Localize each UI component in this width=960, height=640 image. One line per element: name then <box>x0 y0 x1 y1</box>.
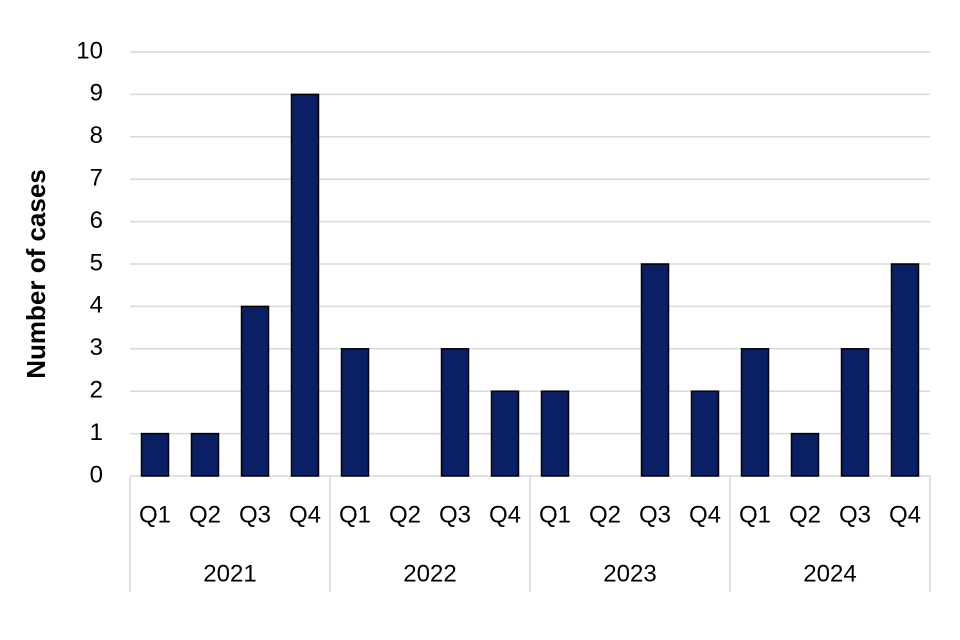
y-tick-label: 4 <box>90 292 103 319</box>
x-tick-label: Q3 <box>639 501 671 528</box>
x-tick-label: Q3 <box>839 501 871 528</box>
bar <box>440 348 470 477</box>
bar <box>140 432 170 477</box>
y-tick-label: 1 <box>90 419 103 446</box>
bar <box>740 348 770 477</box>
y-tick-label: 10 <box>76 37 103 64</box>
x-tick-label: Q1 <box>539 501 571 528</box>
x-tick-label: Q2 <box>189 501 221 528</box>
bar <box>340 348 370 477</box>
x-tick-label: Q2 <box>589 501 621 528</box>
x-tick-label: Q2 <box>789 501 821 528</box>
y-tick-label: 7 <box>90 165 103 192</box>
bar <box>890 263 920 477</box>
bar <box>690 390 720 477</box>
y-tick-label: 9 <box>90 80 103 107</box>
y-tick-label: 3 <box>90 334 103 361</box>
bar <box>190 432 220 477</box>
x-tick-label: Q4 <box>689 501 721 528</box>
y-axis-title: Number of cases <box>21 169 51 379</box>
bar <box>540 390 570 477</box>
bar <box>640 263 670 477</box>
x-tick-label: Q4 <box>889 501 921 528</box>
x-tick-label: Q1 <box>139 501 171 528</box>
y-tick-label: 5 <box>90 249 103 276</box>
x-tick-label: Q3 <box>239 501 271 528</box>
group-label: 2024 <box>803 560 856 587</box>
bar <box>490 390 520 477</box>
x-tick-label: Q1 <box>339 501 371 528</box>
bar <box>790 432 820 477</box>
x-tick-label: Q3 <box>439 501 471 528</box>
bar <box>840 348 870 477</box>
x-tick-label: Q4 <box>489 501 521 528</box>
y-tick-label: 8 <box>90 122 103 149</box>
y-tick-label: 6 <box>90 207 103 234</box>
x-tick-label: Q1 <box>739 501 771 528</box>
group-label: 2023 <box>603 560 656 587</box>
y-tick-label: 0 <box>90 461 103 488</box>
group-label: 2022 <box>403 560 456 587</box>
group-label: 2021 <box>203 560 256 587</box>
bar <box>240 305 270 477</box>
x-tick-label: Q4 <box>289 501 321 528</box>
bar <box>290 93 320 477</box>
x-tick-label: Q2 <box>389 501 421 528</box>
y-tick-label: 2 <box>90 377 103 404</box>
